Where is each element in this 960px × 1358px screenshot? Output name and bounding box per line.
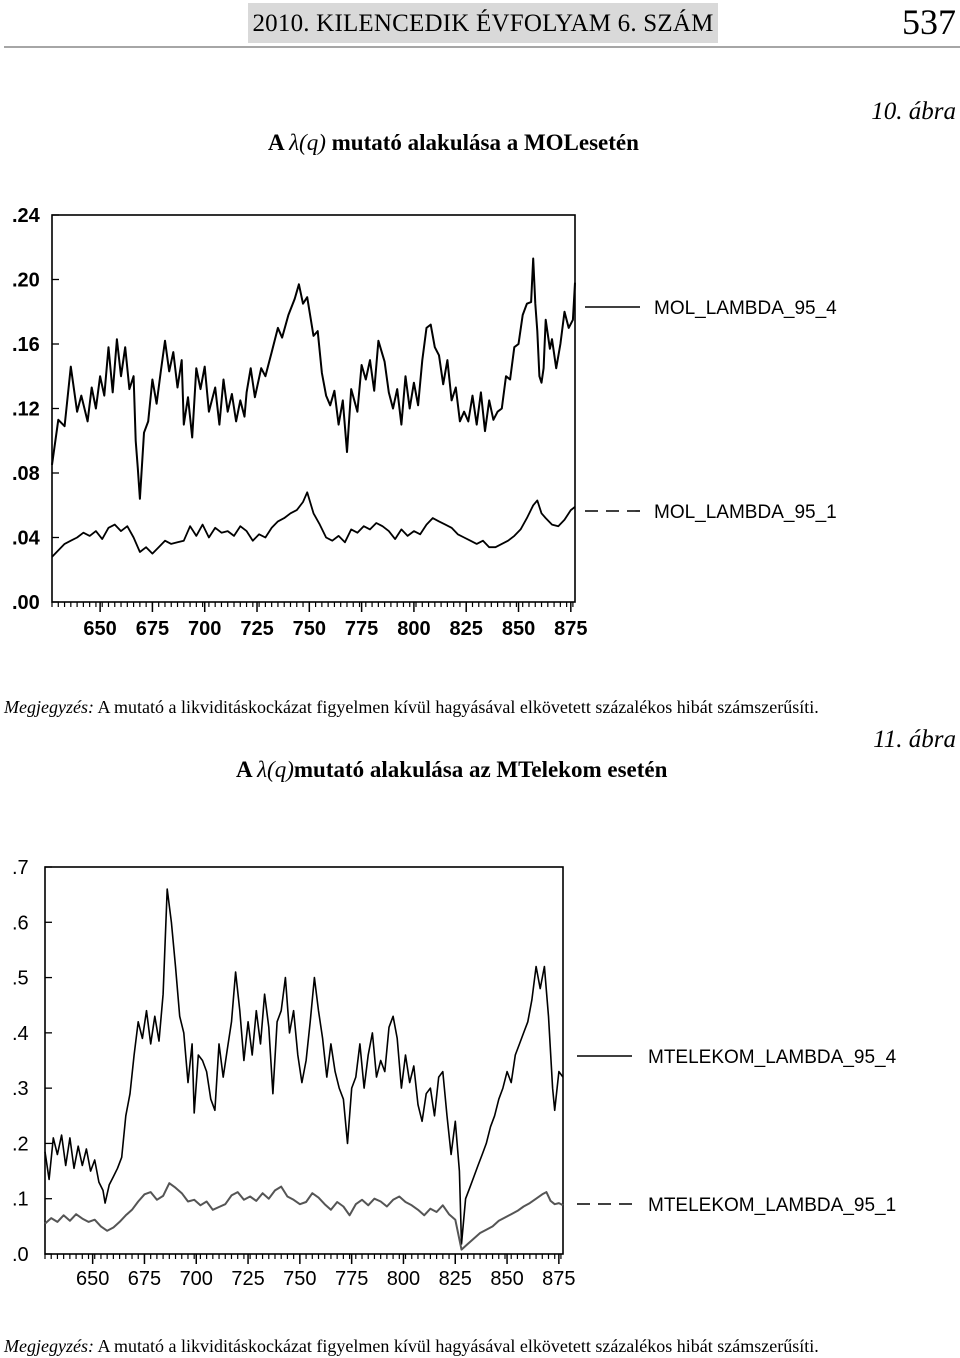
series-line-mol-lambda-95-4	[51, 257, 576, 500]
figure-11-title-prefix: A	[236, 757, 258, 782]
y-tick-label: .7	[12, 857, 29, 879]
x-tick-label: 725	[231, 1268, 264, 1290]
series-line-mol-lambda-95-1	[51, 491, 576, 558]
legend-label: MOL_LAMBDA_95_4	[654, 298, 837, 319]
x-tick-label: 850	[490, 1268, 523, 1290]
y-tick-label: .16	[12, 334, 40, 356]
x-tick-label: 800	[387, 1268, 420, 1290]
x-tick-label: 825	[450, 618, 483, 640]
x-tick-label: 700	[180, 1268, 213, 1290]
y-tick-label: .6	[12, 912, 29, 934]
figure-10-title-suffix: mutató alakulása a MOLesetén	[325, 130, 639, 155]
figure-10-note-text: A mutató a likviditáskockázat figyelmen …	[93, 697, 819, 717]
legend-label: MTELEKOM_LAMBDA_95_4	[648, 1047, 897, 1068]
x-tick-label: 700	[188, 618, 221, 640]
y-tick-label: .04	[12, 528, 41, 550]
y-tick-label: .24	[12, 205, 41, 227]
figure-10-label: 10. ábra	[871, 98, 956, 125]
plot-frame	[51, 214, 576, 603]
figure-11-note-text: A mutató a likviditáskockázat figyelmen …	[93, 1336, 819, 1356]
y-tick-label: .2	[12, 1133, 29, 1155]
figure-11-title: A λ(q)mutató alakulása az MTelekom eseté…	[236, 757, 667, 783]
x-tick-label: 750	[283, 1268, 316, 1290]
x-tick-label: 650	[76, 1268, 109, 1290]
x-tick-label: 675	[136, 618, 169, 640]
figure-10-title: A λ(q) mutató alakulása a MOLesetén	[268, 130, 639, 156]
plot-frame	[44, 866, 564, 1255]
mol-lambda-chart: .00 .04 .08 .12 .16 .20 .24 650 675 700 725 750 775 8…	[12, 205, 837, 640]
y-tick-label: .12	[12, 399, 40, 421]
x-tick-label: 725	[240, 618, 273, 640]
mtelekom-lambda-chart: .0 .1 .2 .3 .4 .5 .6 .7 650 675 700 725 750 775 800 825…	[12, 857, 897, 1290]
series-line-mtelekom-lambda-95-1	[44, 1182, 564, 1251]
y-tick-label: .5	[12, 968, 29, 990]
series-line-mtelekom-lambda-95-4	[44, 888, 564, 1245]
x-tick-label: 675	[128, 1268, 161, 1290]
journal-header: 2010. KILENCEDIK ÉVFOLYAM 6. SZÁM	[248, 3, 718, 43]
page-number: 537	[902, 2, 956, 42]
header-divider	[4, 46, 960, 48]
y-tick-label: .0	[12, 1244, 29, 1266]
y-tick-label: .1	[12, 1189, 29, 1211]
x-tick-label: 875	[554, 618, 587, 640]
figure-11-title-suffix: mutató alakulása az MTelekom esetén	[293, 757, 668, 782]
figure-10-title-prefix: A	[268, 130, 290, 155]
x-tick-label: 775	[345, 618, 378, 640]
x-tick-label: 825	[439, 1268, 472, 1290]
legend-label: MTELEKOM_LAMBDA_95_1	[648, 1195, 896, 1216]
figure-10-note: Megjegyzés: A mutató a likviditáskockáza…	[4, 697, 819, 718]
x-tick-label: 750	[293, 618, 326, 640]
figure-10-note-label: Megjegyzés:	[4, 697, 94, 717]
y-tick-label: .4	[12, 1023, 29, 1045]
figure-10-title-lambda: λ(q)	[289, 130, 326, 155]
x-tick-label: 800	[397, 618, 430, 640]
journal-issue: 2010. KILENCEDIK ÉVFOLYAM 6. SZÁM	[252, 10, 714, 37]
legend-label: MOL_LAMBDA_95_1	[654, 502, 837, 523]
figure-11-label: 11. ábra	[873, 726, 956, 753]
x-tick-label: 850	[502, 618, 535, 640]
figure-11-note-label: Megjegyzés:	[4, 1336, 94, 1356]
x-tick-label: 650	[83, 618, 116, 640]
y-tick-label: .20	[12, 270, 40, 292]
figure-11-note: Megjegyzés: A mutató a likviditáskockáza…	[4, 1336, 819, 1357]
y-tick-label: .3	[12, 1078, 29, 1100]
x-tick-label: 875	[542, 1268, 575, 1290]
y-tick-label: .00	[12, 592, 40, 614]
y-tick-label: .08	[12, 463, 40, 485]
figure-11-title-lambda: λ(q)	[257, 757, 294, 782]
x-tick-label: 775	[335, 1268, 368, 1290]
